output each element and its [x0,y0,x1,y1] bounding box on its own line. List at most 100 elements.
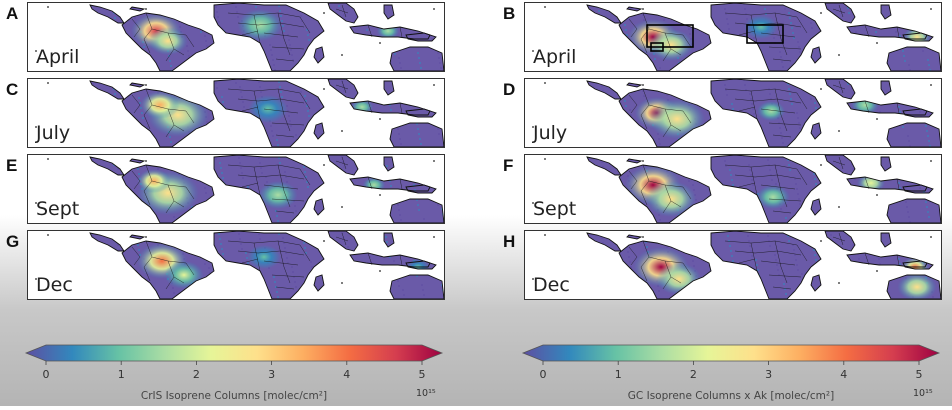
country-border [670,200,682,208]
coastline [121,164,215,223]
coastline [902,108,934,118]
coastline [405,108,437,118]
country-border [738,182,756,188]
colorbar-gc-exponent: 10¹⁵ [913,388,933,399]
colorbar-cris-exponent: 10¹⁵ [416,388,436,399]
island-dot [820,12,822,14]
coastline [902,260,934,270]
country-border [277,88,291,132]
colorbar-gc: 0 1 2 3 4 5 GC Isoprene Columns x Ak [molec/c… [521,340,941,410]
country-border [241,182,259,188]
colorbar-bar [24,344,444,362]
country-border [832,236,846,242]
country-border [173,48,185,56]
coastline [586,156,622,176]
country-border [277,164,291,208]
colorbar-cris-gradient: 0 1 2 3 4 5 [24,344,444,381]
coastline [880,4,892,20]
country-border [299,168,311,186]
country-border [143,104,153,130]
coastline [389,122,444,147]
map-canvas-f [532,155,941,223]
month-label-h: Dec [533,274,570,296]
panel-letter-h: H [503,232,516,251]
country-border [299,244,311,262]
island-dot [433,8,435,10]
colorbar-tick-label: 4 [343,368,350,381]
island-dot [838,130,840,132]
island-dot [532,126,534,128]
island-dot [47,234,49,236]
island-dot [433,160,435,162]
country-border [131,246,141,266]
country-border [275,58,295,62]
island-dot [323,88,325,90]
country-border [227,240,301,246]
country-border [145,164,187,188]
country-border [750,242,758,272]
region-box-amazon [646,24,694,48]
island-dot [433,236,435,238]
colorbar-tick-label: 5 [419,368,426,381]
country-border [670,48,682,56]
month-label-f: Sept [533,198,577,220]
island-dot [323,240,325,242]
coastline [349,252,431,268]
map-panel-h: Dec [524,230,942,300]
country-border [896,102,900,114]
island-dot [379,42,381,44]
map-canvas-h [532,231,941,299]
country-border [750,166,758,196]
island-dot [544,158,546,160]
coastline [886,122,941,147]
colorbar-tick-label: 5 [916,368,923,381]
coastline [213,79,325,147]
country-border [399,254,403,266]
coastline [383,80,395,96]
coastline [902,184,934,194]
coastline [389,274,444,299]
country-border [367,24,373,38]
country-border [734,174,802,180]
country-border [145,88,187,112]
coastline [586,232,622,252]
country-border [628,94,638,114]
country-border [263,32,299,38]
coastline [824,3,856,24]
country-border [341,80,347,94]
coastline [89,80,125,100]
country-border [341,156,347,170]
coastline [313,274,325,292]
country-border [145,240,187,264]
country-border [738,258,756,264]
island-dot [47,158,49,160]
country-border [367,252,373,266]
panel-letter-a: A [6,4,19,23]
country-border [896,26,900,38]
map-panel-f: Sept [524,154,942,224]
coastline [810,46,822,64]
country-border [275,210,295,214]
country-border [642,12,684,36]
country-border [628,170,638,190]
country-border [832,160,846,166]
country-border [774,88,788,132]
country-border [131,170,141,190]
country-border [143,28,153,54]
island-dot [379,194,381,196]
coastline [618,164,712,223]
colorbar-tick-label: 1 [615,368,622,381]
country-border [738,106,756,112]
coastline [880,156,892,172]
coastline [383,156,395,172]
coastline [626,6,643,12]
country-border [642,164,684,188]
country-border [299,16,311,34]
coastline [618,240,712,299]
map-panel-g: Dec [27,230,445,300]
country-border [399,26,403,38]
country-border [185,110,195,124]
country-border [399,102,403,114]
country-border [271,122,305,126]
country-border [253,166,261,196]
